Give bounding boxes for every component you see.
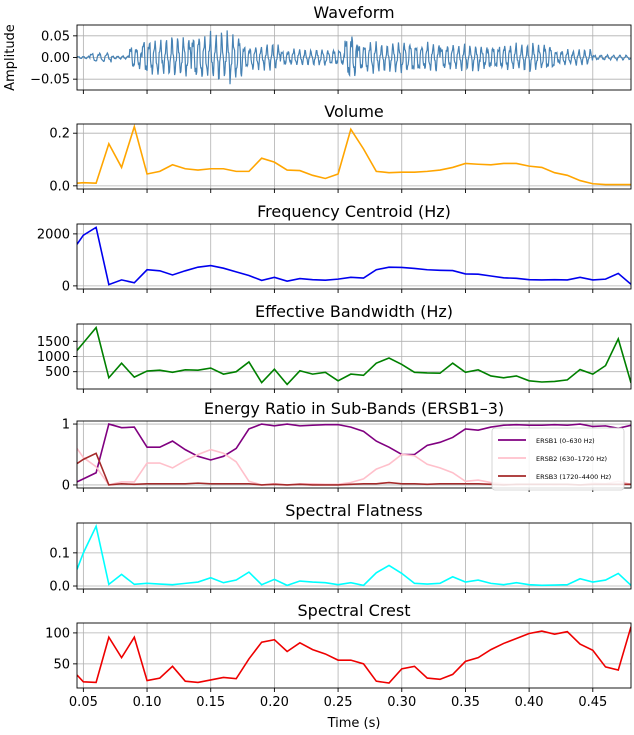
x-tick-label: 0.35 — [451, 695, 480, 710]
chart-title: Energy Ratio in Sub-Bands (ERSB1–3) — [204, 399, 504, 418]
axes-frame — [76, 420, 632, 489]
y-tick-label: 0.1 — [49, 546, 70, 561]
chart-panel-3: 0 2000 Frequency Centroid (Hz) — [37, 202, 632, 294]
x-tick-label: 0.20 — [260, 695, 289, 710]
axes-frame — [76, 123, 632, 190]
plot-area — [77, 226, 631, 286]
legend-entry: ERSB2 (630–1720 Hz) — [536, 455, 607, 463]
y-tick-label: 100 — [45, 626, 70, 641]
x-tick-label: 0.10 — [133, 695, 162, 710]
chart-title: Frequency Centroid (Hz) — [257, 202, 451, 221]
x-tick-label: 0.05 — [69, 695, 98, 710]
axes-frame — [76, 522, 632, 590]
plot-area — [77, 124, 631, 186]
waveform-line — [77, 30, 631, 85]
axes-frame — [76, 622, 632, 689]
plot-area — [77, 30, 631, 85]
y-tick-label: 0 — [62, 279, 70, 294]
axes-frame — [76, 223, 632, 290]
y-tick-label: 1000 — [37, 350, 70, 365]
chart-title: Volume — [324, 102, 384, 121]
chart-title: Spectral Crest — [298, 601, 411, 620]
y-tick-label: 0.05 — [41, 29, 70, 44]
y-tick-label: 0.0 — [49, 580, 70, 595]
y-tick-label: 1 — [62, 418, 70, 433]
series-line-1 — [77, 423, 631, 483]
plot-area — [77, 626, 631, 684]
chart-panel-5: 0 1 Energy Ratio in Sub-Bands (ERSB1–3) ERS… — [62, 399, 632, 493]
x-tick-label: 0.15 — [196, 695, 225, 710]
legend-entry: ERSB1 (0–630 Hz) — [536, 437, 595, 445]
chart-panel-6: 0.0 0.1 Spectral Flatness — [49, 501, 632, 595]
legend-box — [491, 427, 625, 491]
plot-area — [77, 523, 631, 587]
y-axis-label: Amplitude — [3, 24, 18, 91]
y-tick-label: 0.2 — [49, 127, 70, 142]
chart-panel-2: 0.0 0.2 Volume — [49, 102, 632, 194]
x-axis-label: Time (s) — [327, 716, 381, 731]
y-tick-label: 50 — [53, 657, 70, 672]
x-tick-label: 0.45 — [578, 695, 607, 710]
legend: ERSB1 (0–630 Hz) ERSB2 (630–1720 Hz) ERSB3… — [491, 427, 625, 491]
chart-title: Waveform — [313, 3, 394, 22]
y-tick-label: 0.0 — [49, 179, 70, 194]
x-tick-label: 0.30 — [387, 695, 416, 710]
y-tick-label: 1500 — [37, 335, 70, 350]
series-line — [77, 124, 631, 186]
series-line — [77, 226, 631, 286]
x-tick-label: 0.40 — [515, 695, 544, 710]
plot-area — [77, 325, 631, 386]
series-line — [77, 626, 631, 684]
series-line — [77, 325, 631, 386]
y-tick-label: 0 — [62, 478, 70, 493]
chart-title: Effective Bandwidth (Hz) — [255, 302, 453, 321]
chart-panel-1: −0.05 0.00 0.05 Waveform Amplitude — [3, 3, 632, 94]
legend-entry: ERSB3 (1720–4400 Hz) — [536, 473, 611, 481]
chart-title: Spectral Flatness — [285, 501, 423, 520]
series-line — [77, 523, 631, 587]
y-tick-label: −0.05 — [30, 73, 70, 88]
y-tick-label: 0.00 — [41, 51, 70, 66]
y-tick-label: 2000 — [37, 227, 70, 242]
y-tick-label: 500 — [45, 365, 70, 380]
x-tick-label: 0.25 — [324, 695, 353, 710]
chart-panel-7: 50 100 0.05 0.10 0.15 0.20 0.25 0.30 0.35 0.40 0.4… — [45, 601, 632, 731]
